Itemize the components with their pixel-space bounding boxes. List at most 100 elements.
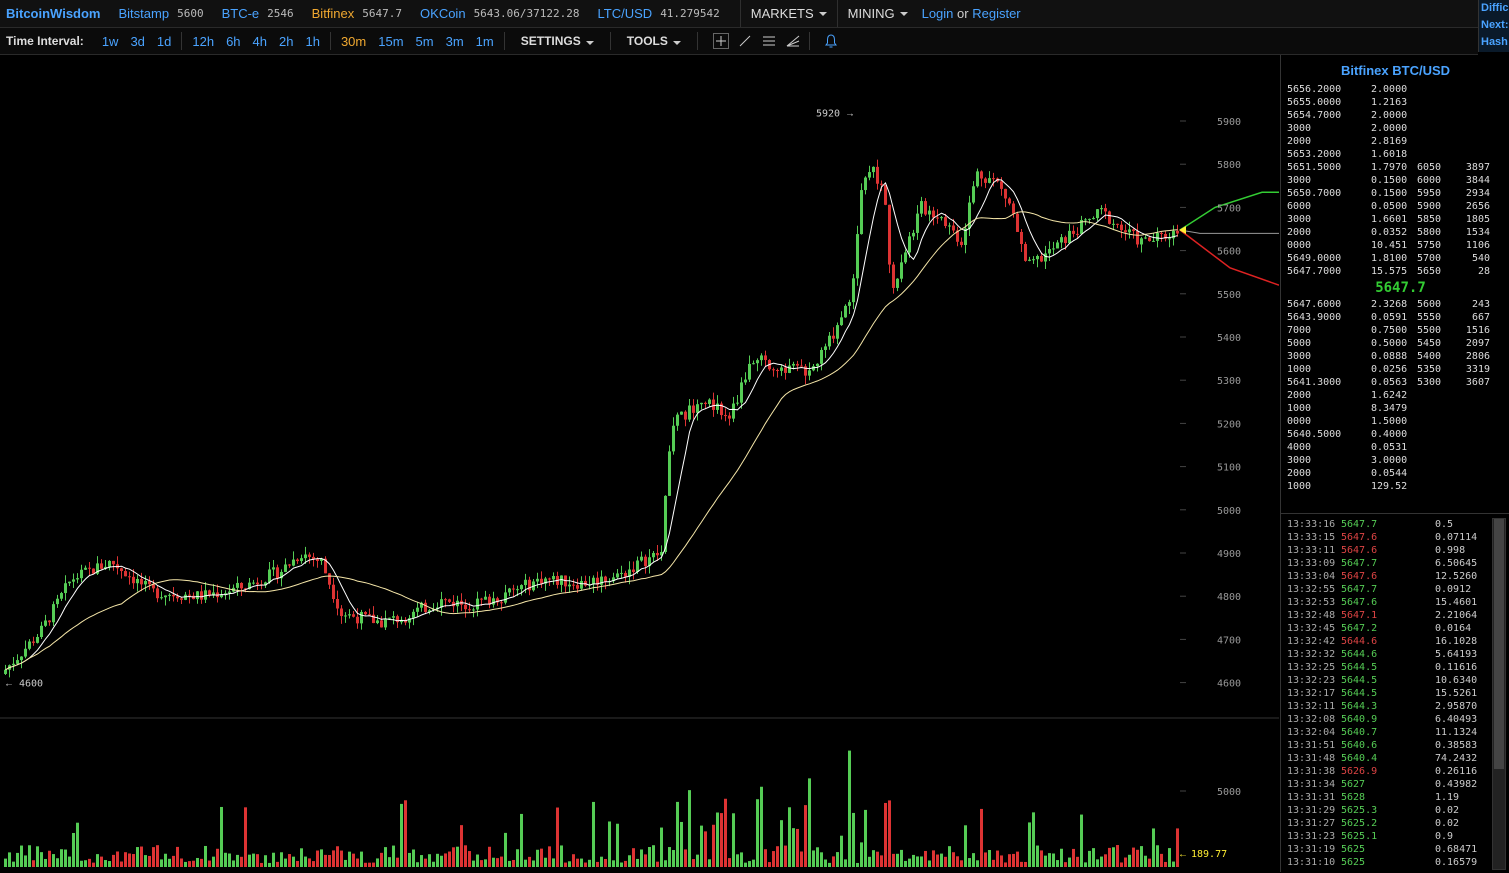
ask-row[interactable]: 5654.7000 2.0000 xyxy=(1281,109,1509,122)
fan-lines-icon[interactable] xyxy=(784,32,802,50)
orderbook-panel: Bitfinex BTC/USD 5656.2000 2.0000 5655.000… xyxy=(1280,55,1509,872)
interval-1h[interactable]: 1h xyxy=(305,33,320,49)
interval-3d[interactable]: 3d xyxy=(130,33,145,49)
ask-row[interactable]: 2000 0.0352 5800 1534 xyxy=(1281,226,1509,239)
bid-row[interactable]: 5641.3000 0.0563 5300 3607 xyxy=(1281,376,1509,389)
ask-row[interactable]: 5649.0000 1.8100 5700 540 xyxy=(1281,252,1509,265)
ask-row[interactable]: 3000 2.0000 xyxy=(1281,122,1509,135)
bid-row[interactable]: 2000 0.0544 xyxy=(1281,467,1509,480)
volume-bar xyxy=(52,854,55,867)
ask-row[interactable]: 5651.5000 1.7970 6050 3897 xyxy=(1281,161,1509,174)
volume-bar xyxy=(492,857,495,867)
ask-row[interactable]: 5647.7000 15.575 5650 28 xyxy=(1281,265,1509,278)
interval-3m[interactable]: 3m xyxy=(445,33,464,49)
volume-bar xyxy=(884,802,887,867)
candle-body xyxy=(484,596,487,600)
scrollbar-thumb[interactable] xyxy=(1494,519,1504,769)
bid-row[interactable]: 3000 0.0888 5400 2806 xyxy=(1281,350,1509,363)
auth-or-text: or xyxy=(957,6,969,21)
bid-row[interactable]: 0000 1.5000 xyxy=(1281,415,1509,428)
ask-row[interactable]: 2000 2.8169 xyxy=(1281,135,1509,148)
candle-body xyxy=(1060,237,1063,243)
settings-menu[interactable]: SETTINGS xyxy=(509,34,606,48)
bid-row[interactable]: 1000 129.52 xyxy=(1281,480,1509,493)
ask-row[interactable]: 6000 0.0500 5900 2656 xyxy=(1281,200,1509,213)
trade-time: 13:32:25 xyxy=(1287,662,1336,673)
volume-bar xyxy=(328,855,331,867)
bid-row[interactable]: 5000 0.5000 5450 2097 xyxy=(1281,337,1509,350)
crosshair-icon[interactable] xyxy=(712,32,730,50)
difficulty-panel[interactable]: Diffic Next: Hash xyxy=(1478,0,1509,52)
market-ticker[interactable]: Bitstamp 5600 xyxy=(119,6,204,21)
volume-bar xyxy=(668,847,671,867)
ask-row[interactable]: 3000 0.1500 6000 3844 xyxy=(1281,174,1509,187)
market-price: 5600 xyxy=(177,7,204,20)
mining-menu[interactable]: MINING xyxy=(836,0,918,27)
ask-row[interactable]: 5653.2000 1.6018 xyxy=(1281,148,1509,161)
bid-row[interactable]: 1000 8.3479 xyxy=(1281,402,1509,415)
volume-bar xyxy=(1028,822,1031,867)
bid-row[interactable]: 5640.5000 0.4000 xyxy=(1281,428,1509,441)
price-chart[interactable]: 5900 5800 5700 5600 5500 5400 5300 5200 5100 5000… xyxy=(0,55,1279,872)
ask-row[interactable]: 5650.7000 0.1500 5950 2934 xyxy=(1281,187,1509,200)
interval-12h[interactable]: 12h xyxy=(192,33,215,49)
ask-row[interactable]: 3000 1.6601 5850 1805 xyxy=(1281,213,1509,226)
trade-price: 5647.6 xyxy=(1341,532,1378,543)
brand-logo[interactable]: BitcoinWisdom xyxy=(6,6,101,21)
markets-menu[interactable]: MARKETS xyxy=(739,0,837,27)
interval-5m[interactable]: 5m xyxy=(415,33,434,49)
volume-bar xyxy=(556,807,559,867)
high-label: 5920 xyxy=(816,108,840,119)
market-ticker[interactable]: OKCoin 5643.06/37122.28 xyxy=(420,6,580,21)
bell-icon[interactable] xyxy=(822,32,840,50)
trades-scrollbar[interactable] xyxy=(1492,518,1506,870)
volume-bar xyxy=(300,848,303,867)
horizontal-lines-icon[interactable] xyxy=(760,32,778,50)
interval-2h[interactable]: 2h xyxy=(279,33,294,49)
interval-15m[interactable]: 15m xyxy=(378,33,404,49)
ask-row[interactable]: 0000 10.451 5750 1106 xyxy=(1281,239,1509,252)
volume-bar xyxy=(432,861,435,867)
candle-body xyxy=(704,402,707,404)
bid-row[interactable]: 1000 0.0256 5350 3319 xyxy=(1281,363,1509,376)
depth-amount: 28 xyxy=(1477,266,1490,277)
trade-time: 13:31:19 xyxy=(1287,844,1336,855)
volume-bar xyxy=(212,856,215,867)
interval-30m[interactable]: 30m xyxy=(340,33,367,49)
candle-body xyxy=(304,554,307,559)
market-ticker[interactable]: Bitfinex 5647.7 xyxy=(312,6,402,21)
ask-row[interactable]: 5655.0000 1.2163 xyxy=(1281,96,1509,109)
register-link[interactable]: Register xyxy=(972,6,1021,21)
candle-body xyxy=(1024,244,1027,261)
trade-price: 5647.7 xyxy=(1341,584,1378,595)
volume-bar xyxy=(24,855,27,867)
tools-menu[interactable]: TOOLS xyxy=(615,34,693,48)
interval-4h[interactable]: 4h xyxy=(252,33,268,49)
candle-body xyxy=(360,611,363,624)
volume-bar xyxy=(36,846,39,867)
market-ticker[interactable]: LTC/USD 41.279542 xyxy=(598,6,720,21)
bid-row[interactable]: 5643.9000 0.0591 5550 667 xyxy=(1281,311,1509,324)
volume-bar xyxy=(612,860,615,867)
candle-body xyxy=(184,594,187,600)
ask-row[interactable]: 5656.2000 2.0000 xyxy=(1281,83,1509,96)
candle-body xyxy=(880,183,883,185)
volume-bar xyxy=(340,850,343,867)
interval-6h[interactable]: 6h xyxy=(226,33,241,49)
bid-row[interactable]: 2000 1.6242 xyxy=(1281,389,1509,402)
volume-bar xyxy=(720,813,723,867)
interval-1m[interactable]: 1m xyxy=(475,33,494,49)
candle-body xyxy=(696,404,699,413)
bid-row[interactable]: 3000 3.0000 xyxy=(1281,454,1509,467)
trade-price: 5647.2 xyxy=(1341,623,1378,634)
price: 6000 xyxy=(1287,201,1312,212)
login-link[interactable]: Login xyxy=(921,6,954,21)
volume-tick-label: 5000 xyxy=(1217,787,1241,798)
bid-row[interactable]: 5647.6000 2.3268 5600 243 xyxy=(1281,298,1509,311)
bid-row[interactable]: 4000 0.0531 xyxy=(1281,441,1509,454)
interval-1w[interactable]: 1w xyxy=(101,33,119,49)
bid-row[interactable]: 7000 0.7500 5500 1516 xyxy=(1281,324,1509,337)
interval-1d[interactable]: 1d xyxy=(156,33,172,49)
trend-line-icon[interactable] xyxy=(736,32,754,50)
market-ticker[interactable]: BTC-e 2546 xyxy=(222,6,294,21)
